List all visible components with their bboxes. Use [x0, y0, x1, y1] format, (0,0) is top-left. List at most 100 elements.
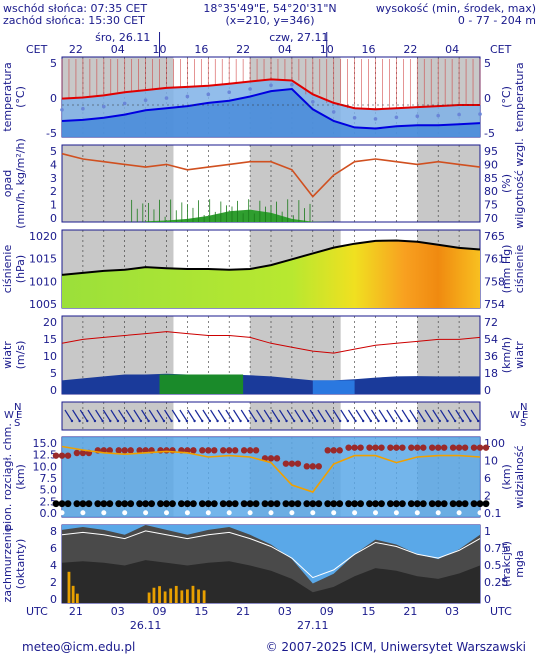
wind-arrow-head: [231, 419, 235, 423]
cloud-low-dot: [205, 510, 211, 516]
compass-W-left: W: [4, 410, 14, 421]
temperature-point: [373, 117, 378, 121]
cloud-low-dot: [122, 510, 128, 516]
wind-right-tick: 36: [484, 350, 498, 363]
cloud-top-dot: [73, 449, 81, 457]
fog-bar: [191, 585, 195, 603]
humidity-line: [61, 152, 481, 198]
cloud_base-left-tick: 5.0: [40, 484, 58, 497]
top-axis-tick: 16: [362, 43, 376, 56]
bottom-axis-tick: 03: [278, 605, 292, 618]
cloud-base-dot: [115, 500, 123, 508]
wind-arrow: [256, 409, 265, 422]
wind-arrow: [401, 409, 410, 422]
cloud_base-left-tick: 7.5: [40, 472, 58, 485]
fog-bar: [197, 589, 200, 603]
precip-right-tick: 80: [484, 185, 498, 198]
wind-arrow-head: [400, 419, 403, 423]
cloud-top-dot: [267, 455, 275, 462]
cloud-base-dot: [461, 500, 469, 508]
bottom-axis-day2: 27.11: [297, 619, 329, 632]
cloud-base-dot: [178, 500, 185, 508]
cloud-top-dot: [336, 447, 343, 454]
temperature-point: [164, 96, 169, 100]
wind-arrow-head: [132, 419, 135, 423]
cloud_base-left-label: pion. rozciągł. chm.: [1, 423, 14, 531]
pressure-left-unit: (hPa): [14, 255, 27, 283]
cloud-low-dot: [456, 510, 462, 516]
night-band: [250, 402, 341, 430]
bottom-axis-tick: 15: [362, 605, 376, 618]
wind-arrow: [355, 409, 364, 422]
wind-arrow: [409, 409, 418, 422]
cloud_base-right-label: widzialność: [513, 445, 526, 508]
wind-arrow: [110, 409, 119, 422]
cloud-low-dot: [331, 510, 337, 516]
temperature-point: [436, 113, 441, 118]
wind-arrow-head: [93, 419, 97, 423]
wind-arrow-head: [285, 419, 288, 423]
cloud-base-dot: [428, 500, 436, 508]
cloud-base-dot: [336, 500, 344, 508]
cloud-base-dot: [190, 500, 197, 508]
cloud_base-right-tick: 0.1: [484, 507, 502, 520]
cloud-base-dot: [52, 500, 60, 508]
wind-arrow-head: [247, 419, 250, 423]
cloud-base-dot: [121, 500, 129, 508]
bottom-axis-tz-left: UTC: [26, 605, 48, 618]
pressure-right-tick: 758: [484, 275, 505, 288]
cloud-base-dot: [476, 500, 484, 508]
wind-arrow: [455, 409, 464, 422]
sunrise-text: wschód słońca: 07:35 CET: [3, 2, 148, 15]
temperature-left-tick: 5: [50, 57, 57, 70]
wind-arrow-head: [254, 419, 258, 423]
cloud-low-dot: [289, 510, 295, 516]
temperature-point: [478, 112, 482, 116]
cloud-base-dot: [449, 500, 457, 508]
wind-arrow: [171, 409, 180, 422]
wind-arrow: [240, 409, 249, 422]
wind-arrow: [386, 409, 395, 422]
cloud-base-dot: [85, 500, 93, 508]
wind-arrow-head: [239, 419, 242, 423]
wind-arrow-head: [346, 419, 350, 423]
compass-S-left: S: [14, 418, 20, 429]
cloud-low-dot: [59, 510, 65, 516]
cloudiness-left-tick: 8: [50, 525, 57, 538]
cloud-base-dot: [357, 500, 364, 508]
cloud-top-dot: [470, 444, 478, 451]
cloud-top-dot: [303, 463, 310, 470]
wind-arrow-head: [185, 419, 189, 423]
cloud-base-dot: [198, 500, 206, 508]
top-axis-tick: 04: [445, 43, 459, 56]
cloud-base-dot: [315, 500, 323, 508]
top-axis-tick: 04: [111, 43, 125, 56]
cloud-top-dot: [482, 444, 490, 451]
wind-speed-light: [312, 380, 355, 394]
cloud-base-dot: [267, 500, 275, 508]
cloud-top-dot: [190, 447, 197, 454]
fog-bar: [152, 587, 156, 603]
cloud_base-left-unit: (km): [14, 464, 27, 490]
wind-arrow: [348, 409, 357, 422]
wind-arrow-head: [377, 419, 380, 423]
cloud-top-dot: [449, 444, 457, 451]
cloud_base-right-tick: 100: [484, 437, 505, 450]
cloud-base-dot: [294, 500, 302, 508]
night-band: [250, 145, 341, 222]
top-axis-tick: 04: [278, 43, 292, 56]
wind-arrow: [294, 409, 303, 422]
cloudiness-left-tick: 0: [50, 593, 57, 606]
contact-email[interactable]: meteo@icm.edu.pl: [22, 640, 136, 654]
cloudiness-left-tick: 2: [50, 576, 57, 589]
fog-bar: [67, 571, 71, 603]
wind-arrow-head: [323, 419, 327, 423]
cloud-top-dot: [288, 460, 296, 467]
cloud-low-dot: [247, 510, 253, 516]
wind-arrow: [217, 409, 226, 422]
bottom-axis-day1: 26.11: [130, 619, 162, 632]
cloud-base-dot: [455, 500, 463, 508]
sunset-text: zachód słońca: 15:30 CET: [3, 14, 145, 27]
wind-arrow-head: [300, 419, 304, 423]
wind-arrow-head: [430, 419, 434, 423]
